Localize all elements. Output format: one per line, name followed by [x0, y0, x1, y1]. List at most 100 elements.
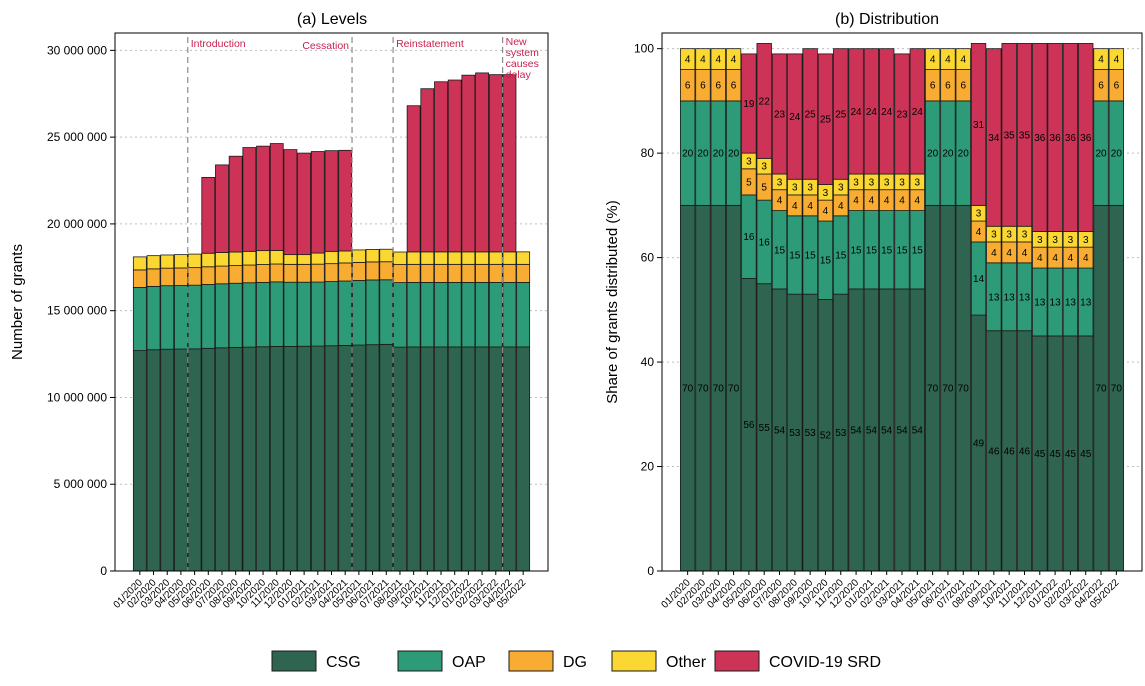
data-label: 3 — [869, 177, 875, 188]
data-label: 3 — [1037, 235, 1043, 246]
bar-dg — [447, 263, 462, 283]
bar-covid-19-srd — [297, 152, 312, 256]
bar-csg — [516, 346, 531, 572]
data-label: 4 — [1006, 248, 1012, 259]
legend-swatch — [714, 650, 760, 672]
bar-other — [379, 248, 394, 263]
data-label: 20 — [1095, 149, 1107, 160]
event-label: Cessation — [302, 40, 349, 52]
data-label: 36 — [1034, 133, 1046, 144]
data-label: 45 — [1050, 449, 1062, 460]
legend: CSG OAP DG Other COVID-19 SRD — [271, 650, 881, 672]
bar-covid-19-srd — [215, 164, 229, 253]
bar-other — [475, 251, 489, 265]
legend-label: CSG — [326, 654, 361, 671]
data-label: 15 — [805, 250, 817, 261]
data-label: 4 — [915, 196, 921, 207]
data-label: 3 — [823, 188, 829, 199]
data-label: 4 — [685, 55, 691, 66]
bar-oap — [146, 285, 161, 351]
bar-covid-19-srd — [1032, 43, 1048, 232]
bar-other — [201, 252, 216, 268]
bar-dg — [516, 263, 531, 283]
bar-oap — [393, 282, 407, 348]
data-label: 70 — [728, 384, 740, 395]
bar-oap — [420, 281, 435, 348]
bar-covid-19-srd — [434, 81, 448, 253]
data-label: 35 — [1019, 130, 1031, 141]
data-label: 4 — [823, 206, 829, 217]
data-label: 4 — [715, 55, 721, 66]
data-label: 16 — [759, 237, 771, 248]
data-label: 6 — [930, 81, 936, 92]
bar-csg — [215, 347, 229, 572]
data-label: 20 — [942, 149, 954, 160]
data-label: 13 — [1065, 298, 1077, 309]
data-label: 23 — [774, 109, 786, 120]
bar-dg — [201, 266, 216, 285]
data-label: 4 — [1098, 55, 1104, 66]
data-label: 4 — [991, 248, 997, 259]
bar-oap — [516, 281, 531, 348]
data-label: 16 — [743, 232, 755, 243]
data-label: 4 — [930, 55, 936, 66]
data-label: 3 — [1006, 230, 1012, 241]
legend-item: Other — [611, 650, 707, 672]
data-label: 4 — [838, 201, 844, 212]
bar-dg — [324, 263, 339, 282]
bar-csg — [187, 348, 202, 572]
data-label: 4 — [777, 196, 783, 207]
bar-dg — [228, 265, 243, 284]
data-label: 24 — [789, 112, 801, 123]
data-label: 15 — [896, 245, 908, 256]
legend-item: OAP — [397, 650, 486, 672]
data-label: 70 — [713, 384, 725, 395]
bar-oap — [461, 281, 476, 348]
bar-csg — [502, 346, 517, 572]
bar-other — [310, 252, 325, 265]
data-label: 15 — [912, 245, 924, 256]
bar-dg — [160, 267, 175, 287]
chart-title: (a) Levels — [297, 11, 367, 28]
data-label: 4 — [945, 55, 951, 66]
bar-covid-19-srd — [787, 53, 803, 180]
data-label: 6 — [960, 81, 966, 92]
bar-csg — [351, 344, 366, 572]
data-label: 3 — [746, 156, 752, 167]
bar-oap — [310, 281, 325, 347]
data-label: 13 — [988, 292, 1000, 303]
bar-other — [955, 48, 971, 70]
y-tick-label: 25 000 000 — [47, 130, 107, 144]
bar-covid-19-srd — [406, 105, 421, 253]
bar-covid-19-srd — [201, 176, 216, 254]
legend-label: DG — [563, 654, 587, 671]
data-label: 15 — [866, 245, 878, 256]
bar-csg — [242, 346, 257, 572]
y-axis-label: Number of grants — [9, 244, 26, 360]
event-label: Introduction — [191, 38, 246, 50]
data-label: 19 — [743, 99, 755, 110]
bar-csg — [379, 343, 394, 572]
bar-covid-19-srd — [986, 48, 1002, 227]
bar-other — [725, 48, 742, 70]
bar-dg — [406, 263, 421, 283]
data-label: 15 — [851, 245, 863, 256]
panel-distribution: (b) Distribution 0 20 40 60 80 100 Share of gra… — [604, 11, 1143, 611]
bar-csg — [283, 346, 298, 572]
legend-label: COVID-19 SRD — [769, 654, 881, 671]
bar-covid-19-srd — [1062, 43, 1079, 232]
bar-covid-19-srd — [242, 147, 257, 252]
bar-other — [228, 251, 243, 266]
data-label: 20 — [697, 149, 709, 160]
bar-oap — [187, 284, 202, 350]
data-label: 36 — [1050, 133, 1062, 144]
bar-other — [679, 48, 696, 70]
bar-other — [297, 254, 312, 265]
bar-other — [488, 251, 503, 265]
data-label: 20 — [682, 149, 694, 160]
data-label: 54 — [851, 425, 863, 436]
bar-oap — [297, 281, 312, 347]
data-label: 70 — [1095, 384, 1107, 395]
